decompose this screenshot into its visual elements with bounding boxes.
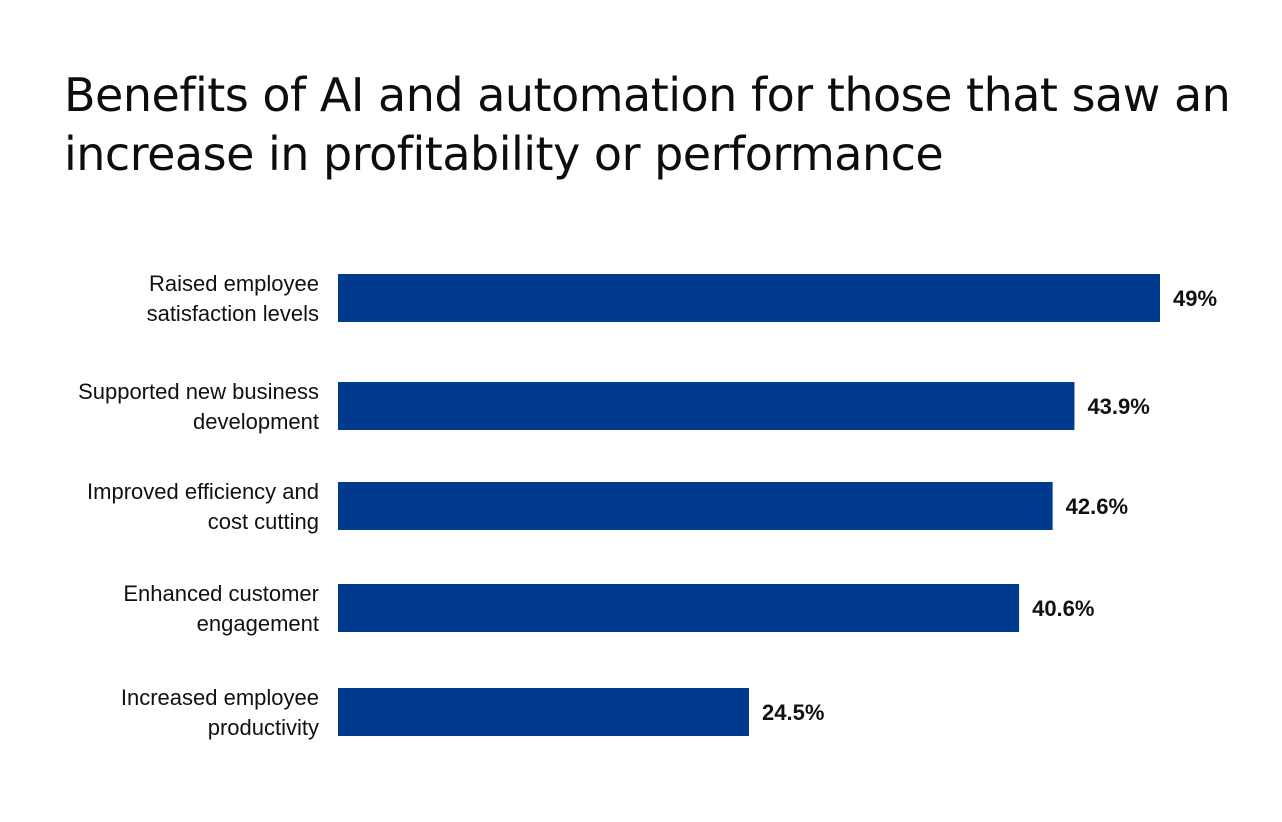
bar-2 xyxy=(338,382,1075,430)
category-label-1-line-1: Raised employee xyxy=(149,271,319,296)
value-label-5: 24.5% xyxy=(762,700,824,725)
bars-layer xyxy=(338,274,1160,736)
category-label-2-line-2: development xyxy=(193,409,319,434)
value-label-1: 49% xyxy=(1173,286,1217,311)
bar-5 xyxy=(338,688,749,736)
category-label-3-line-1: Improved efficiency and xyxy=(87,479,319,504)
value-label-2: 43.9% xyxy=(1087,394,1149,419)
bar-4 xyxy=(338,584,1020,632)
category-label-3-line-2: cost cutting xyxy=(208,509,319,534)
category-label-4-line-2: engagement xyxy=(197,611,319,636)
bar-1 xyxy=(338,274,1160,322)
chart-title: Benefits of AI and automation for those … xyxy=(64,68,1231,181)
category-label-2-line-1: Supported new business xyxy=(78,379,319,404)
value-label-3: 42.6% xyxy=(1066,494,1128,519)
bar-3 xyxy=(338,482,1053,530)
category-label-1-line-2: satisfaction levels xyxy=(147,301,319,326)
labels-layer: 49% Raised employee satisfaction levels 43.… xyxy=(78,271,1217,740)
category-label-5-line-2: productivity xyxy=(208,715,319,740)
category-label-5-line-1: Increased employee xyxy=(121,685,319,710)
category-label-4-line-1: Enhanced customer xyxy=(123,581,319,606)
value-label-4: 40.6% xyxy=(1032,596,1094,621)
